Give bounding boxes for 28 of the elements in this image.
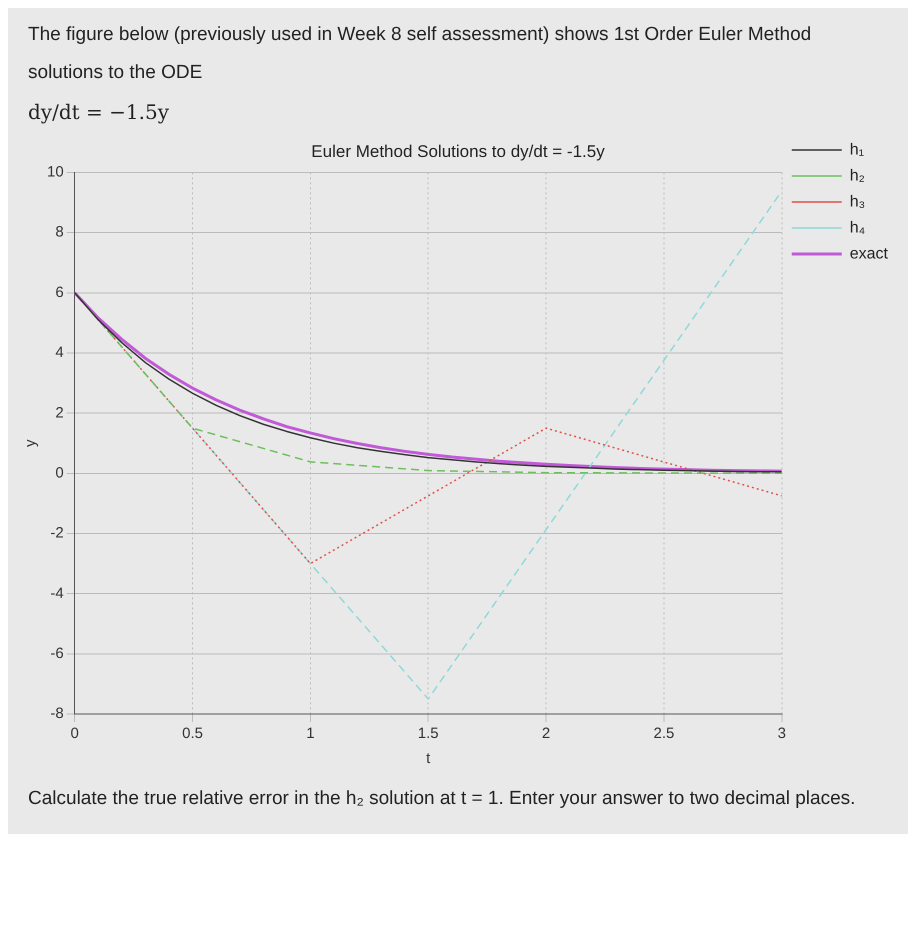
text: Calculate the true relative error in the h₂ solution at t = 1. Enter your answer to two decimal places. (27, 787, 856, 811)
chart-title: Euler Method Solutions to dy/dt = -1.5y (311, 142, 606, 161)
x-tick-label: 3 (778, 725, 786, 742)
legend-label: h₂ (850, 167, 865, 184)
y-tick-label: -4 (50, 584, 64, 602)
legend-label: exact (850, 245, 889, 262)
text: The figure below (previously used in Week 8 self assessment) shows 1st Order Euler Method solutions to the ODE (27, 23, 812, 85)
y-tick-label: -6 (50, 644, 64, 662)
y-tick-label: 4 (55, 344, 64, 362)
y-tick-label: 10 (46, 164, 64, 181)
x-axis-title: t (426, 750, 432, 768)
x-tick-label: 2.5 (653, 725, 674, 742)
y-tick-label: 0 (55, 464, 64, 482)
legend-label: h₄ (850, 219, 866, 236)
y-tick-label: 6 (55, 284, 64, 301)
x-tick-label: 1.5 (418, 725, 439, 742)
y-tick-label: 2 (55, 404, 64, 422)
text: dy/dt = −1.5y (27, 99, 170, 126)
legend-label: h₁ (850, 141, 864, 158)
x-tick-label: 1 (306, 725, 315, 742)
x-tick-label: 0 (70, 725, 79, 742)
y-tick-label: -8 (50, 705, 64, 722)
x-tick-label: 2 (542, 725, 550, 742)
y-tick-label: 8 (55, 224, 64, 241)
y-tick-label: -2 (50, 524, 64, 542)
legend-label: h₃ (850, 193, 866, 210)
x-tick-label: 0.5 (182, 725, 203, 742)
y-axis-title: y (22, 438, 40, 447)
